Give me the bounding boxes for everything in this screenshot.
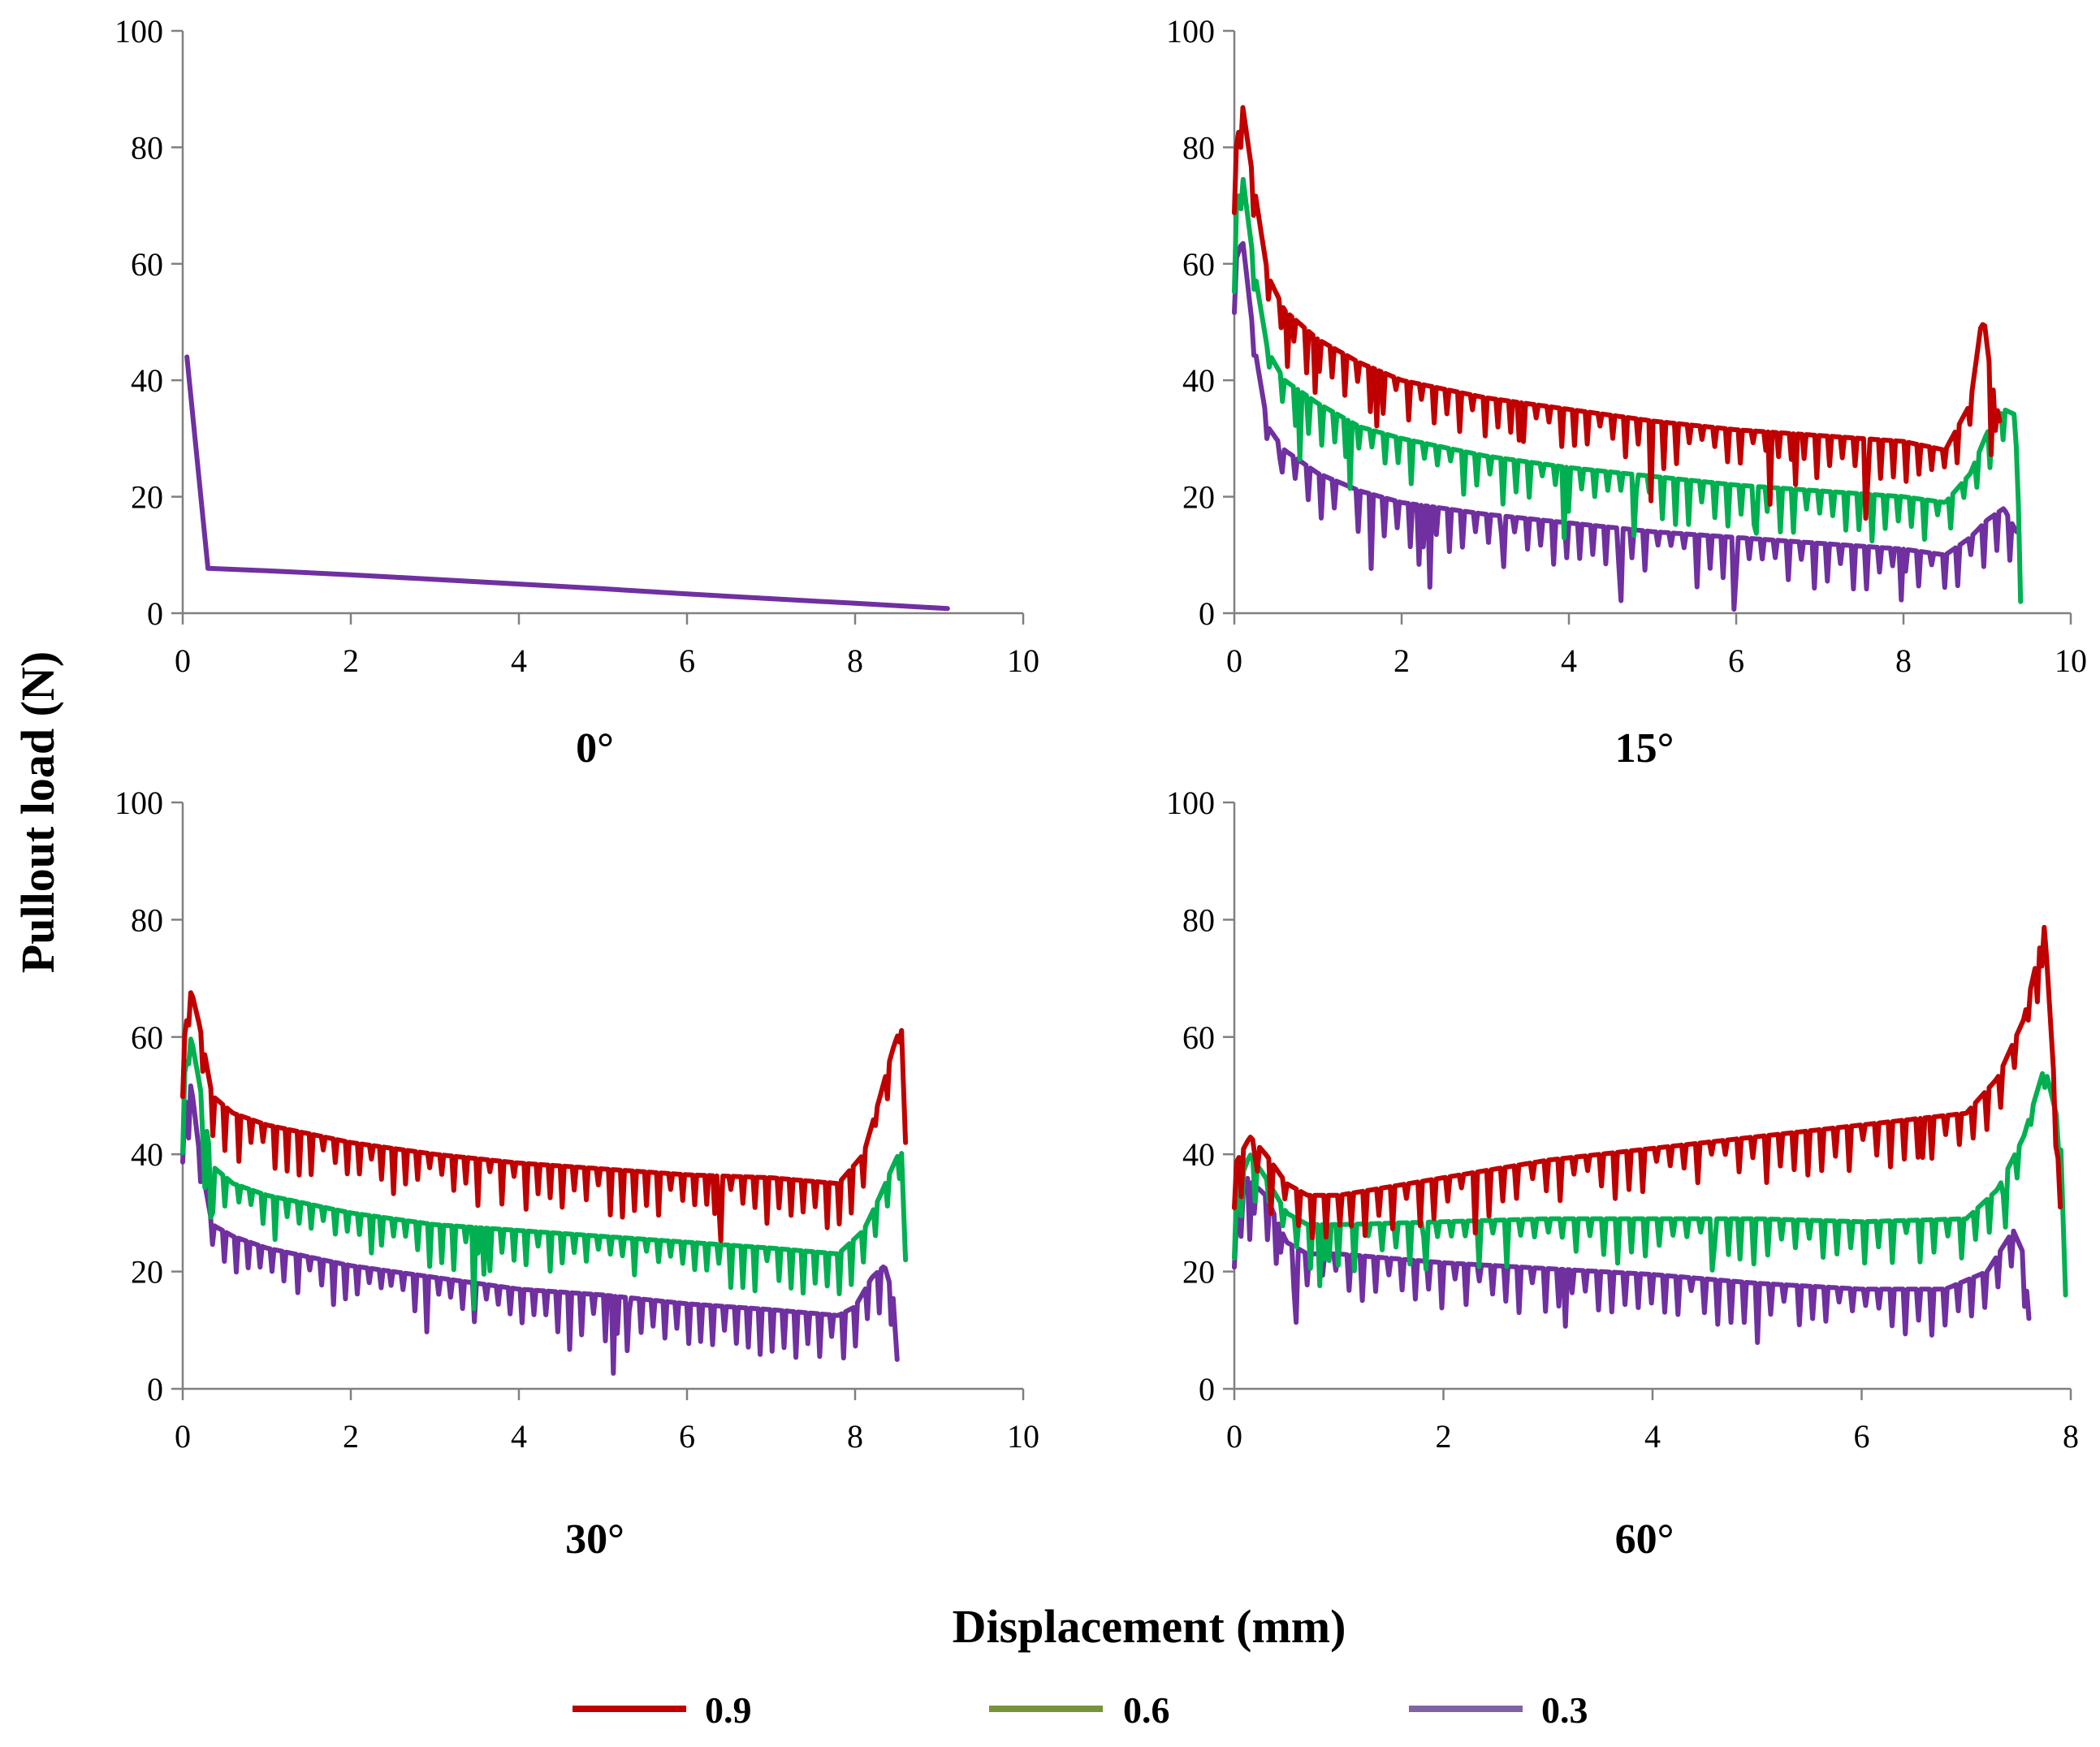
y-tick-label: 0	[1199, 1371, 1215, 1408]
x-tick-label: 10	[1007, 1418, 1039, 1455]
series-line-1	[1232, 176, 2024, 604]
legend-label: 0.9	[705, 1689, 752, 1731]
chart-panel-3: 0 20 40 60 80 100 0 2 4 6 8 60°	[1166, 785, 2079, 1563]
x-tick-label: 6	[1728, 642, 1744, 679]
series-line-1	[180, 1036, 909, 1312]
y-tick-label: 100	[115, 785, 163, 821]
series-line-1	[1232, 1070, 2068, 1298]
y-tick-label: 20	[131, 479, 163, 516]
series-line-0	[1232, 105, 2003, 521]
series-line-2	[1232, 1175, 2032, 1345]
x-tick-label: 4	[1644, 1418, 1661, 1455]
x-tick-label: 8	[847, 1418, 863, 1455]
x-tick-label: 6	[679, 642, 695, 679]
panel-title: 15°	[1615, 725, 1674, 772]
y-tick-label: 40	[1182, 1136, 1215, 1173]
chart-panel-2: 0 20 40 60 80 100 0 2 4 6 8 10 30°	[115, 785, 1039, 1563]
chart-panel-0: 0 20 40 60 80 100 0 2 4 6 8 10 0°	[115, 13, 1039, 772]
x-tick-label: 8	[1895, 642, 1912, 679]
y-tick-label: 40	[1182, 362, 1215, 399]
x-tick-label: 2	[343, 642, 359, 679]
y-tick-label: 100	[1166, 785, 1215, 821]
y-tick-label: 20	[1182, 479, 1215, 516]
x-tick-label: 8	[847, 642, 863, 679]
y-tick-label: 0	[147, 1371, 163, 1408]
x-tick-label: 4	[511, 1418, 527, 1455]
y-tick-label: 40	[131, 1136, 163, 1173]
x-tick-label: 0	[1226, 1418, 1242, 1455]
y-tick-label: 0	[147, 595, 163, 632]
y-axis-title: Pullout load (N)	[11, 651, 64, 973]
series-line-2	[1232, 240, 2020, 612]
y-tick-label: 0	[1199, 595, 1215, 632]
x-axis-title: Displacement (mm)	[953, 1600, 1346, 1653]
y-tick-label: 20	[131, 1254, 163, 1291]
y-tick-label: 20	[1182, 1254, 1215, 1291]
legend-label: 0.3	[1541, 1689, 1588, 1731]
x-tick-label: 0	[175, 1418, 191, 1455]
chart-panel-1: 0 20 40 60 80 100 0 2 4 6 8 10 15°	[1166, 13, 2087, 772]
legend-label: 0.6	[1123, 1689, 1170, 1731]
x-tick-label: 10	[1007, 642, 1039, 679]
series-line-0	[180, 990, 909, 1243]
x-tick-label: 4	[1561, 642, 1577, 679]
series-line-0	[184, 354, 950, 612]
x-tick-label: 0	[175, 642, 191, 679]
x-tick-label: 6	[679, 1418, 695, 1455]
x-tick-label: 8	[2063, 1418, 2079, 1455]
x-tick-label: 2	[343, 1418, 359, 1455]
x-tick-label: 4	[511, 642, 527, 679]
panel-title: 0°	[576, 725, 614, 772]
x-tick-label: 2	[1436, 1418, 1452, 1455]
legend: 0.9 0.6 0.3	[573, 1689, 1588, 1731]
y-tick-label: 60	[1182, 1019, 1215, 1056]
y-tick-label: 60	[131, 1019, 163, 1056]
y-tick-label: 100	[115, 13, 163, 50]
y-tick-label: 80	[1182, 902, 1215, 938]
x-tick-label: 0	[1226, 642, 1242, 679]
x-tick-label: 6	[1854, 1418, 1870, 1455]
y-tick-label: 60	[131, 246, 163, 283]
y-tick-label: 40	[131, 362, 163, 399]
y-tick-label: 60	[1182, 246, 1215, 283]
y-tick-label: 80	[1182, 129, 1215, 166]
series-line-0	[1232, 924, 2063, 1241]
x-tick-label: 10	[2055, 642, 2087, 679]
series-line-2	[180, 1083, 900, 1376]
x-tick-label: 2	[1394, 642, 1410, 679]
y-tick-label: 80	[131, 902, 163, 938]
panel-title: 60°	[1615, 1516, 1674, 1563]
panel-title: 30°	[565, 1516, 624, 1563]
y-tick-label: 80	[131, 129, 163, 166]
y-tick-label: 100	[1166, 13, 1215, 50]
